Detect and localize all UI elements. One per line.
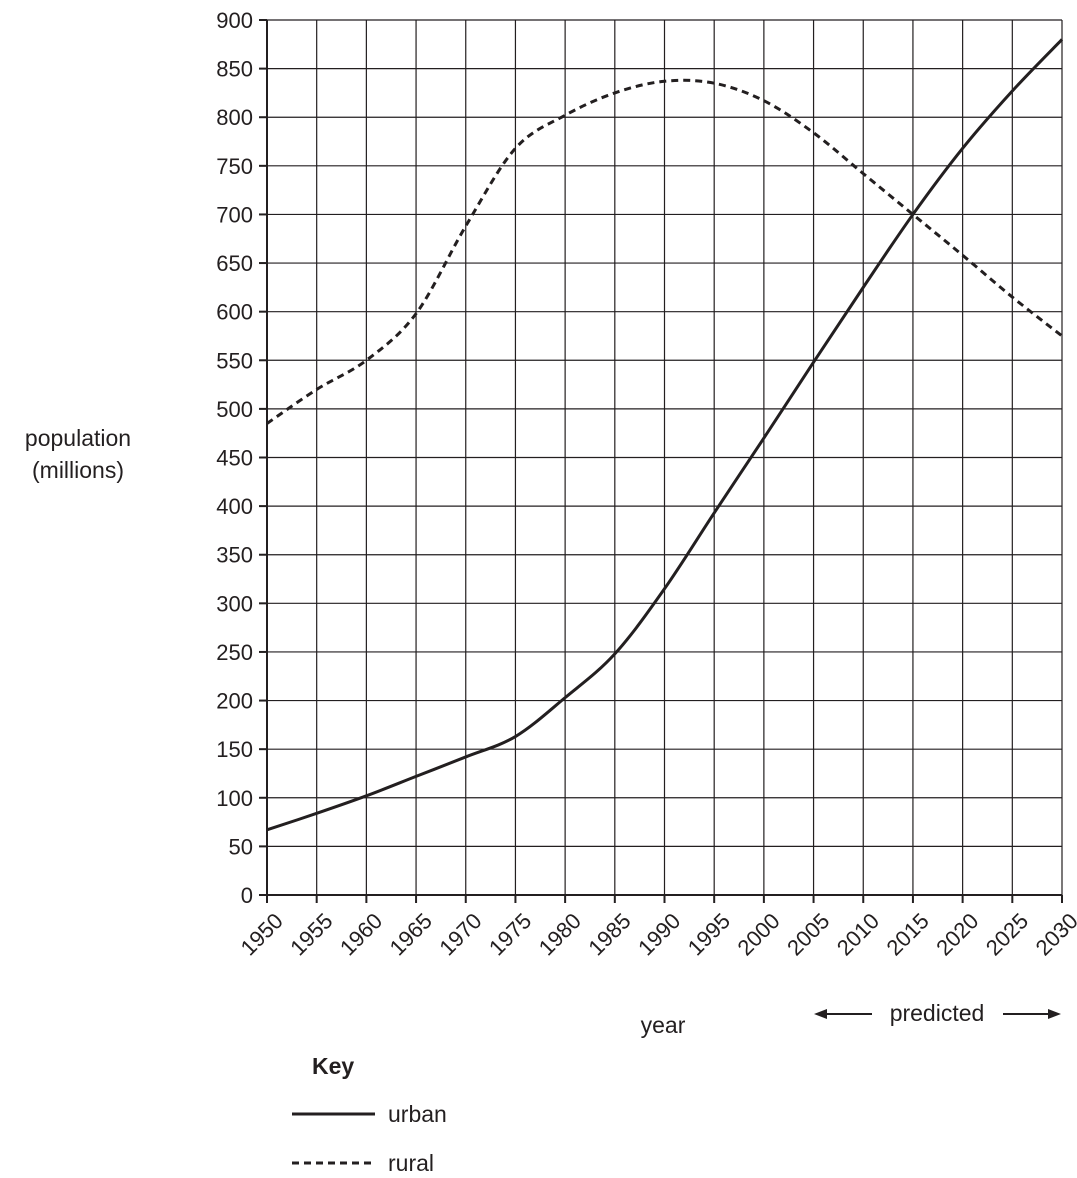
y-tick-label: 550 bbox=[216, 348, 253, 373]
y-tick-label: 400 bbox=[216, 494, 253, 519]
series-lines bbox=[266, 38, 1064, 832]
key-urban-label: urban bbox=[388, 1101, 447, 1127]
x-tick-label: 1995 bbox=[683, 908, 735, 960]
y-tick-label: 250 bbox=[216, 640, 253, 665]
x-tick-label: 1950 bbox=[236, 908, 288, 960]
y-tick-label: 500 bbox=[216, 397, 253, 422]
x-tick-label: 1960 bbox=[335, 908, 387, 960]
x-tick-label: 1985 bbox=[583, 908, 635, 960]
x-tick-label: 2010 bbox=[832, 908, 884, 960]
y-tick-label: 700 bbox=[216, 202, 253, 227]
x-tick-label: 1975 bbox=[484, 908, 536, 960]
y-tick-labels: 0 50 100 150 200 250 300 350 400 450 500 550 600 650 7… bbox=[216, 8, 253, 908]
predicted-annotation: predicted bbox=[814, 1000, 1061, 1026]
x-tick-label: 2005 bbox=[782, 908, 834, 960]
x-tick-label: 1955 bbox=[285, 908, 337, 960]
y-tick-label: 600 bbox=[216, 300, 253, 325]
x-tick-label: 1970 bbox=[434, 908, 486, 960]
x-tick-labels: 1950195519601965197019751980198519901995… bbox=[236, 908, 1077, 960]
x-tick-label: 2025 bbox=[981, 908, 1033, 960]
y-tick-label: 650 bbox=[216, 251, 253, 276]
x-tick-label: 1965 bbox=[385, 908, 437, 960]
x-tick-label: 2015 bbox=[881, 908, 933, 960]
y-axis-label-line2: (millions) bbox=[32, 457, 124, 483]
y-tick-label: 0 bbox=[241, 883, 253, 908]
y-tick-label: 800 bbox=[216, 105, 253, 130]
predicted-label: predicted bbox=[890, 1000, 985, 1026]
predicted-arrow-left-head bbox=[814, 1009, 827, 1019]
y-tick-label: 450 bbox=[216, 446, 253, 471]
series-line-rural bbox=[266, 78, 1063, 425]
x-tick-label: 1990 bbox=[633, 908, 685, 960]
key-rural-label: rural bbox=[388, 1150, 434, 1176]
predicted-arrow-right-head bbox=[1048, 1009, 1061, 1019]
x-tick-label: 2020 bbox=[931, 908, 983, 960]
x-tick-label: 1980 bbox=[534, 908, 586, 960]
axes bbox=[259, 19, 1063, 903]
key-title: Key bbox=[312, 1053, 354, 1079]
y-tick-label: 150 bbox=[216, 737, 253, 762]
key-legend: Key urban rural bbox=[292, 1053, 447, 1176]
y-tick-label: 100 bbox=[216, 786, 253, 811]
y-tick-label: 900 bbox=[216, 8, 253, 33]
x-tick-label: 2000 bbox=[732, 908, 784, 960]
y-tick-label: 750 bbox=[216, 154, 253, 179]
y-tick-label: 350 bbox=[216, 543, 253, 568]
x-axis-label: year bbox=[641, 1012, 686, 1038]
y-axis-label-line1: population bbox=[25, 425, 131, 451]
grid bbox=[267, 19, 1063, 895]
x-tick-label: 2030 bbox=[1031, 908, 1077, 960]
y-tick-label: 300 bbox=[216, 591, 253, 616]
y-tick-label: 50 bbox=[229, 834, 253, 859]
series-line-urban bbox=[266, 38, 1064, 832]
y-tick-label: 850 bbox=[216, 57, 253, 82]
y-tick-label: 200 bbox=[216, 689, 253, 714]
